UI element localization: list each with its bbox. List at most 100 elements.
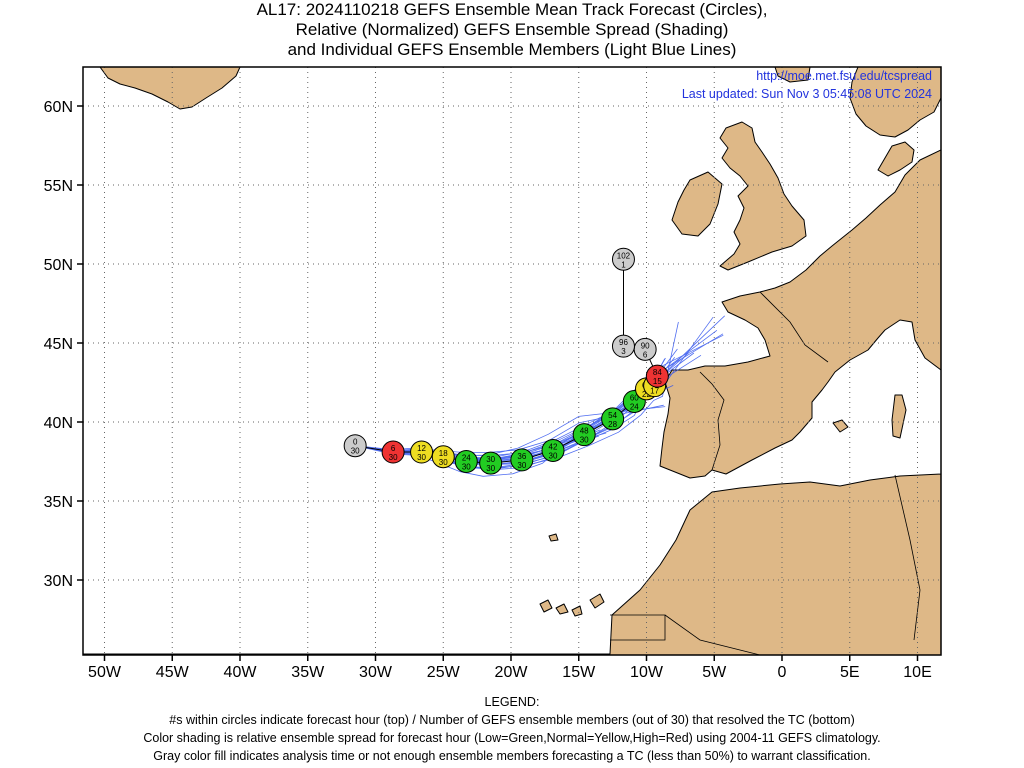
x-tick-label: 10W bbox=[630, 664, 664, 681]
forecast-circle bbox=[479, 451, 503, 475]
ireland-land bbox=[671, 171, 723, 237]
forecast-hour-label: 60 bbox=[630, 393, 639, 402]
x-tick-label: 25W bbox=[427, 664, 461, 681]
member-count-label: 30 bbox=[417, 453, 426, 462]
italy-corsica-land bbox=[891, 394, 907, 439]
member-count-label: 30 bbox=[462, 463, 471, 472]
y-tick-label: 45N bbox=[44, 336, 73, 353]
forecast-point: 630 bbox=[381, 440, 405, 464]
member-count-label: 1 bbox=[621, 260, 626, 269]
forecast-circle bbox=[601, 407, 625, 431]
member-count-label: 22 bbox=[642, 390, 651, 399]
forecast-point: 1021 bbox=[611, 247, 635, 271]
forecast-point: 906 bbox=[633, 337, 657, 361]
canary-islands-land bbox=[539, 593, 605, 617]
map-frame bbox=[82, 66, 942, 656]
member-count-label: 17 bbox=[650, 387, 659, 396]
forecast-circle bbox=[410, 440, 434, 464]
country-borders bbox=[610, 291, 921, 655]
forecast-point: 030 bbox=[343, 434, 367, 458]
member-count-label: 30 bbox=[439, 458, 448, 467]
iberia-france-land bbox=[659, 149, 941, 479]
member-count-label: 15 bbox=[653, 377, 662, 386]
member-count-label: 30 bbox=[517, 461, 526, 470]
forecast-circle bbox=[572, 423, 596, 447]
x-tick-label: 20W bbox=[495, 664, 529, 681]
forecast-hour-label: 90 bbox=[641, 341, 650, 350]
legend-heading: LEGEND: bbox=[484, 695, 540, 709]
legend-line-1: #s within circles indicate forecast hour… bbox=[169, 713, 855, 727]
ensemble-member-line bbox=[355, 404, 664, 453]
member-count-label: 30 bbox=[389, 453, 398, 462]
x-tick-label: 5W bbox=[702, 664, 727, 681]
forecast-hour-label: 42 bbox=[549, 442, 558, 451]
forecast-circle bbox=[343, 434, 367, 458]
legend: LEGEND: #s within circles indicate forec… bbox=[0, 693, 1024, 765]
forecast-hour-label: 30 bbox=[486, 455, 495, 464]
forecast-hour-label: 102 bbox=[617, 251, 631, 260]
balearics-land bbox=[832, 419, 849, 433]
forecast-hour-label: 12 bbox=[417, 444, 426, 453]
x-tick-label: 15W bbox=[562, 664, 596, 681]
x-tick-label: 5E bbox=[840, 664, 860, 681]
y-tick-label: 35N bbox=[44, 494, 73, 511]
forecast-hour-label: 24 bbox=[462, 454, 471, 463]
forecast-circle bbox=[381, 440, 405, 464]
legend-line-2: Color shading is relative ensemble sprea… bbox=[143, 731, 881, 745]
title-line-3: and Individual GEFS Ensemble Members (Li… bbox=[287, 40, 737, 59]
x-axis-ticks: 50W 45W 40W 35W 30W 25W 20W 15W 10W 5W 0 5E 10E bbox=[88, 655, 932, 681]
y-tick-label: 50N bbox=[44, 257, 73, 274]
forecast-circle bbox=[611, 334, 635, 358]
forecast-circle bbox=[541, 438, 565, 462]
member-count-label: 24 bbox=[630, 402, 639, 411]
legend-line-3: Gray color fill indicates analysis time … bbox=[153, 749, 871, 763]
forecast-hour-label: 48 bbox=[580, 427, 589, 436]
great-britain-land bbox=[719, 121, 807, 271]
y-tick-label: 55N bbox=[44, 178, 73, 195]
x-tick-label: 40W bbox=[224, 664, 258, 681]
x-tick-label: 30W bbox=[359, 664, 393, 681]
member-count-label: 30 bbox=[580, 436, 589, 445]
x-tick-label: 35W bbox=[291, 664, 325, 681]
last-updated-text: Last updated: Sun Nov 3 05:45:08 UTC 202… bbox=[681, 87, 932, 101]
forecast-circle bbox=[510, 448, 534, 472]
source-url-link[interactable]: http://moe.met.fsu.edu/tcspread bbox=[756, 69, 932, 83]
x-tick-label: 0 bbox=[778, 664, 787, 681]
title-line-1: AL17: 2024110218 GEFS Ensemble Mean Trac… bbox=[256, 0, 768, 19]
forecast-hour-label: 54 bbox=[608, 411, 617, 420]
x-tick-label: 45W bbox=[156, 664, 190, 681]
member-count-label: 30 bbox=[486, 464, 495, 473]
y-tick-label: 30N bbox=[44, 573, 73, 590]
y-tick-label: 40N bbox=[44, 415, 73, 432]
member-count-label: 28 bbox=[608, 420, 617, 429]
member-count-label: 30 bbox=[549, 451, 558, 460]
madeira-land bbox=[548, 533, 559, 542]
forecast-circle bbox=[611, 247, 635, 271]
x-tick-label: 50W bbox=[88, 664, 122, 681]
forecast-hour-label: 96 bbox=[619, 338, 628, 347]
forecast-hour-label: 6 bbox=[391, 444, 396, 453]
lat-lon-grid bbox=[83, 67, 941, 655]
forecast-hour-label: 36 bbox=[517, 452, 526, 461]
forecast-circle bbox=[645, 364, 669, 388]
title-line-2: Relative (Normalized) GEFS Ensemble Spre… bbox=[295, 20, 729, 39]
forecast-hour-label: 84 bbox=[653, 368, 662, 377]
member-count-label: 30 bbox=[351, 447, 360, 456]
forecast-circle bbox=[431, 445, 455, 469]
forecast-hour-label: 0 bbox=[353, 438, 358, 447]
chart-title: AL17: 2024110218 GEFS Ensemble Mean Trac… bbox=[0, 0, 1024, 60]
iceland-land bbox=[774, 67, 811, 83]
forecast-hour-label: 18 bbox=[439, 449, 448, 458]
forecast-circle bbox=[454, 450, 478, 473]
